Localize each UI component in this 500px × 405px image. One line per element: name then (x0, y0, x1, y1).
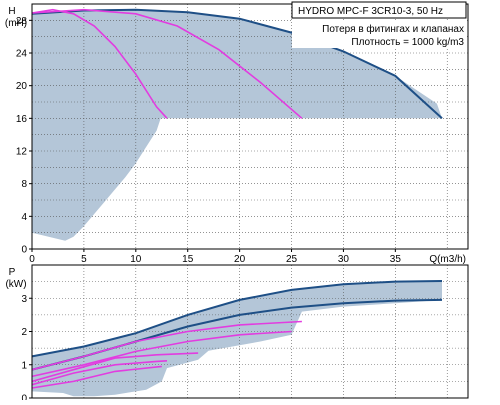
head-yunit: (mH) (5, 18, 27, 29)
head-max-curve-0 (31, 8, 443, 120)
power-ytick-label: 3 (21, 294, 27, 305)
head-ytick-label: 8 (21, 179, 27, 190)
head-xtick-label: 25 (286, 254, 298, 265)
head-partial-curve-2 (31, 8, 303, 119)
head-ytick-label: 4 (21, 212, 27, 223)
power-ytick-label: 1 (21, 360, 27, 371)
power-ytick-label: 2 (21, 327, 27, 338)
power-plot: 0 1 2 3 P(kW) (5, 264, 469, 405)
head-ytick-label: 24 (16, 49, 28, 60)
head-operating-area (32, 9, 442, 241)
power-partial-curve-2 (31, 320, 302, 371)
head-xtick-label: 30 (338, 254, 350, 265)
head-ylabel: H (8, 6, 15, 17)
chart-title: HYDRO MPC-F 3CR10-3, 50 Hz (298, 6, 443, 17)
head-plot-frame (31, 3, 469, 250)
head-ytick-label: 16 (16, 114, 28, 125)
head-xlabel: Q(m3/h) (429, 254, 466, 265)
head-ytick-label: 28 (16, 16, 28, 27)
power-ytick-label: 0 (21, 394, 27, 401)
head-xtick-label: 5 (81, 254, 87, 265)
power-max-curve-0 (31, 280, 443, 358)
head-ytick-label: 20 (16, 81, 28, 92)
note-density: Плотность = 1000 kg/m3 (351, 37, 464, 48)
head-xtick-label: 20 (234, 254, 246, 265)
head-ytick-label: 0 (21, 245, 27, 256)
note-fittings: Потеря в фитингах и клапанах (322, 23, 464, 35)
head-xtick-label: 0 (29, 254, 35, 265)
head-ytick-label: 12 (16, 147, 28, 158)
power-ylabel: P (9, 267, 16, 278)
power-partial-curve-6 (31, 365, 162, 389)
head-xtick-label: 15 (182, 254, 194, 265)
power-partial-curve-3 (31, 330, 292, 378)
power-partial-curve-4 (31, 352, 199, 383)
notes-background (292, 20, 466, 48)
head-xtick-label: 10 (130, 254, 142, 265)
head-xtick-label: 35 (390, 254, 402, 265)
title-box (291, 1, 467, 19)
power-operating-area (32, 281, 442, 397)
power-partial-curve-5 (31, 360, 168, 386)
power-yunit: (kW) (5, 279, 26, 290)
head-partial-curve-1 (31, 8, 168, 119)
